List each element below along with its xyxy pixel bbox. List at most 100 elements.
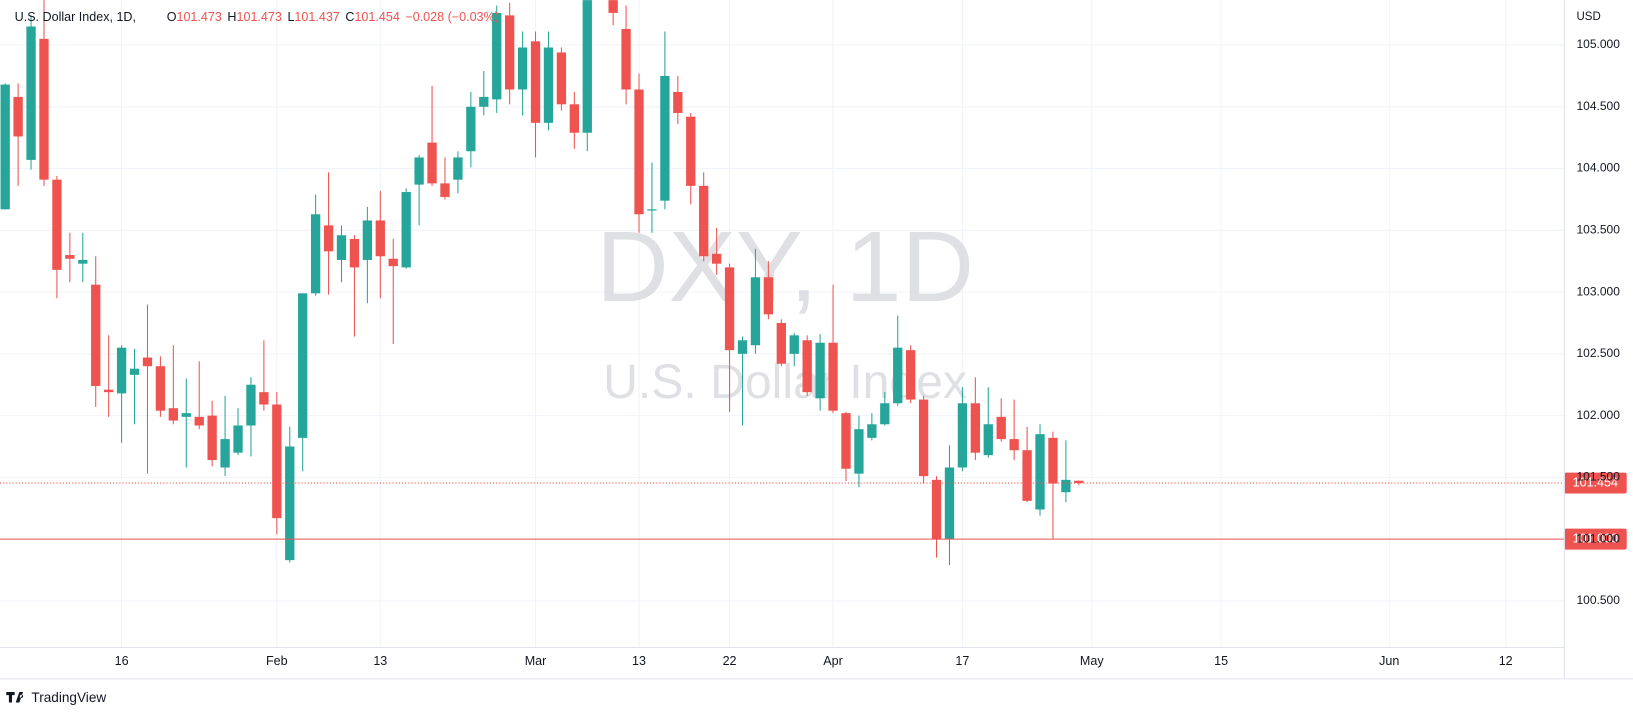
candle-body	[621, 28, 631, 90]
y-tick-label: 101.500	[1576, 470, 1620, 484]
candle-body	[1035, 434, 1045, 510]
x-tick-label: 15	[1214, 654, 1228, 668]
candle-body	[556, 52, 567, 105]
candle-body	[841, 413, 851, 469]
symbol-title: U.S. Dollar Index, 1D,	[15, 10, 136, 24]
currency: USD	[1576, 11, 1600, 23]
candle-body	[750, 277, 761, 346]
watermark-symbol: DXY, 1D	[596, 211, 974, 323]
candle-body	[763, 277, 774, 315]
overlay: 101.454 101.000	[0, 472, 1627, 550]
x-tick-label: May	[1080, 654, 1104, 668]
candle-body	[78, 259, 88, 264]
ohlc-label: L	[287, 10, 294, 24]
candle-body	[776, 322, 786, 364]
candle-body	[724, 267, 735, 351]
x-tick-label: 17	[955, 654, 969, 668]
candle-body	[440, 183, 450, 197]
candle-body	[699, 185, 709, 257]
candle-body	[168, 408, 178, 421]
y-tick-label: 104.000	[1576, 161, 1620, 175]
candle-body	[362, 220, 373, 260]
y-tick-label: 105.000	[1576, 37, 1620, 51]
candle-body	[608, 0, 618, 13]
y-tick-label: 104.500	[1576, 99, 1620, 113]
ohlc-label: H	[227, 10, 236, 24]
candle-body	[104, 389, 114, 393]
x-tick-label: 22	[723, 654, 737, 668]
candle-body	[349, 238, 360, 268]
candle-body	[259, 392, 269, 405]
candle-body	[530, 41, 541, 123]
candle-body	[39, 38, 49, 180]
x-tick-label: 16	[115, 654, 129, 668]
x-tick-label: 12	[1499, 654, 1513, 668]
candle-body	[815, 342, 825, 399]
candle-body	[505, 15, 515, 90]
candle-body	[867, 424, 877, 438]
last-price-box	[1563, 472, 1627, 494]
ohlc-label: O	[167, 10, 177, 24]
x-tick-label: 13	[373, 654, 387, 668]
candle-body	[375, 220, 385, 257]
candle-body	[246, 384, 256, 426]
candle-body	[1022, 450, 1032, 501]
change-value: −0.028 (−0.03%)	[405, 10, 498, 24]
candle-body	[789, 335, 799, 354]
candle-body	[1074, 480, 1084, 484]
candle-body	[207, 415, 217, 461]
candle-body	[323, 225, 334, 252]
candle-body	[414, 157, 424, 185]
candle-body	[142, 357, 153, 367]
candle-body	[13, 96, 23, 137]
legend-header: U.S. Dollar Index, 1D, O101.473 H101.473…	[15, 10, 499, 24]
x-tick-label: 13	[632, 654, 646, 668]
x-tick-label: Mar	[525, 654, 547, 668]
logo-icon	[6, 691, 24, 703]
candle-body	[1061, 479, 1071, 493]
candle-body	[893, 347, 903, 404]
candle-body	[310, 214, 321, 294]
candle-body	[944, 467, 955, 540]
candle-body	[711, 253, 722, 264]
candle-body	[673, 91, 683, 113]
candle-body	[880, 403, 890, 425]
candle-body	[918, 399, 929, 477]
x-tick-label: Jun	[1379, 654, 1399, 668]
close-value: 101.454	[354, 10, 399, 24]
candle-body	[517, 47, 528, 90]
candle-body	[1048, 437, 1058, 484]
candle-body	[401, 192, 411, 268]
candle-body	[427, 142, 437, 184]
candle-body	[466, 106, 476, 152]
brand-name: TradingView	[31, 690, 106, 705]
x-tick-label: Apr	[823, 654, 843, 668]
candle-body	[479, 96, 489, 107]
candle-body	[298, 293, 308, 438]
y-tick-label: 103.500	[1576, 222, 1620, 236]
candle-body	[582, 0, 592, 133]
brand-logo: TradingView	[6, 690, 106, 705]
candle-body	[802, 340, 812, 393]
candle-body	[543, 47, 554, 123]
candle-body	[957, 403, 968, 468]
x-tick-label: Feb	[266, 654, 288, 668]
high-value: 101.473	[236, 10, 281, 24]
candle-body	[686, 116, 696, 186]
candle-body	[285, 446, 295, 561]
low-value: 101.437	[294, 10, 339, 24]
candle-body	[854, 429, 864, 474]
candle-body	[569, 104, 579, 133]
candle-body	[116, 347, 127, 394]
candle-body	[194, 416, 204, 426]
candle-body	[0, 84, 10, 210]
candle-body	[220, 439, 230, 468]
candle-body	[970, 403, 980, 453]
candles	[0, 0, 1084, 566]
last-price-label: 101.454	[1573, 475, 1618, 489]
candle-body	[26, 26, 36, 160]
candle-body	[336, 235, 347, 260]
candle-body	[634, 89, 644, 215]
candle-body	[647, 209, 657, 211]
